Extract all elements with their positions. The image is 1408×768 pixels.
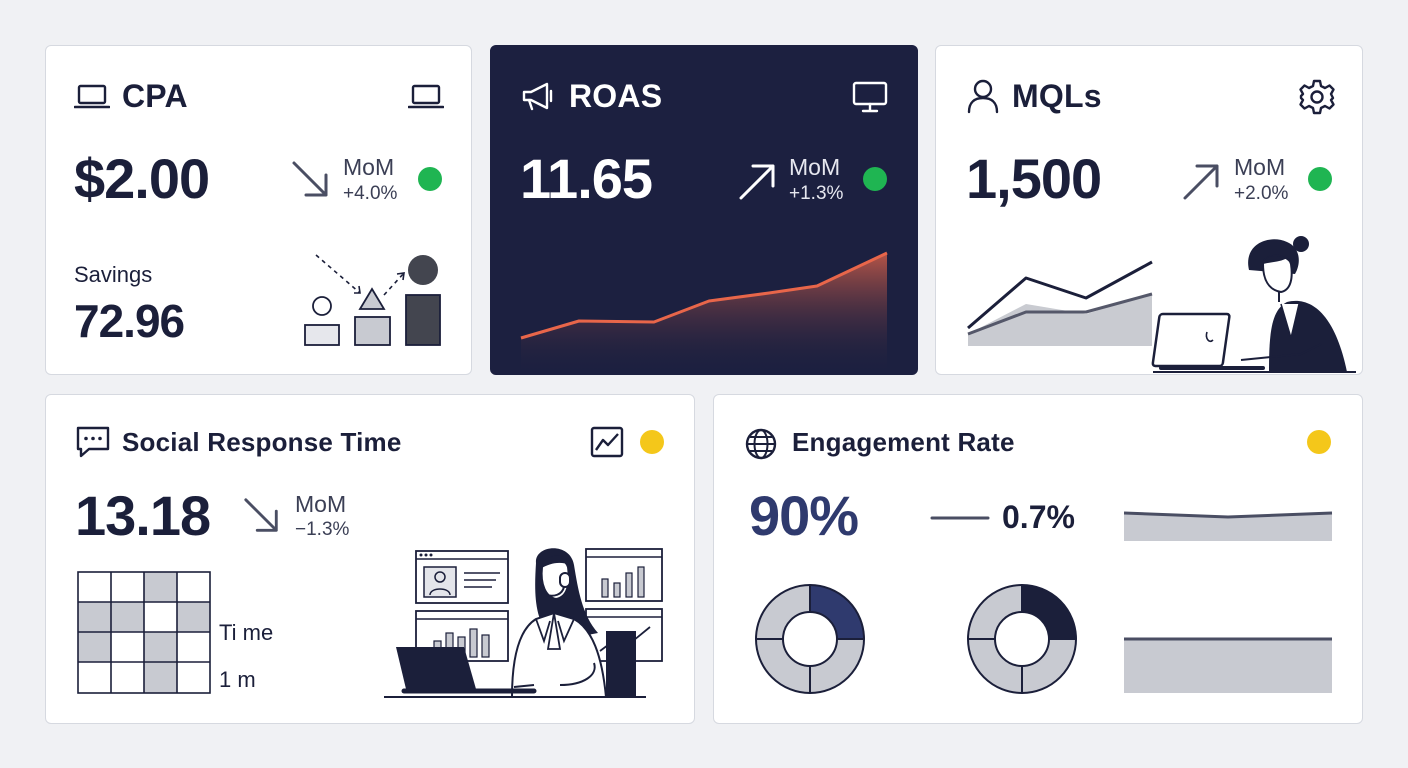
grid-label-minute: 1 m	[219, 667, 256, 692]
metric-value: 13.18	[75, 484, 211, 547]
card-title: ROAS	[569, 78, 663, 114]
savings-value: 72.96	[74, 295, 185, 347]
trend-chart-icon[interactable]	[590, 426, 624, 458]
engagement-sparkline-2	[1124, 635, 1334, 695]
laptop-icon[interactable]	[408, 83, 444, 111]
arrow-down-right-icon	[242, 496, 282, 536]
arrow-up-right-icon	[737, 160, 779, 202]
flat-trend-icon	[930, 514, 990, 522]
card-title: CPA	[122, 78, 188, 114]
mom-value: +1.3%	[789, 183, 844, 204]
grid-label-time: Ti me	[219, 620, 274, 645]
monitor-icon[interactable]	[851, 80, 889, 114]
status-dot-green	[863, 167, 887, 191]
chat-icon	[75, 425, 111, 459]
metric-value: 11.65	[520, 147, 653, 210]
card-title: Engagement Rate	[792, 427, 1015, 457]
metric-value: 1,500	[966, 147, 1102, 210]
roas-card[interactable]: ROAS 11.65 MoM +1.3%	[490, 45, 918, 375]
donut-chart-1	[754, 583, 866, 695]
engagement-rate-card[interactable]: Engagement Rate 90% 0.7%	[713, 394, 1363, 724]
megaphone-icon	[520, 81, 556, 113]
arrow-up-right-icon	[1181, 160, 1223, 202]
response-time-grid	[77, 571, 211, 695]
gear-icon[interactable]	[1298, 78, 1336, 116]
mom-value: +4.0%	[343, 183, 398, 204]
mqls-area-chart	[966, 256, 1156, 348]
support-agent-illustration	[384, 545, 674, 701]
globe-icon	[744, 427, 778, 461]
mom-value: +2.0%	[1234, 183, 1289, 204]
mqls-card[interactable]: MQLs 1,500 MoM +2.0%	[935, 45, 1363, 375]
metric-value: $2.00	[74, 147, 210, 210]
change-value: 0.7%	[1002, 499, 1075, 535]
mom-value: −1.3%	[295, 519, 350, 540]
status-dot-green	[418, 167, 442, 191]
cpa-card[interactable]: CPA $2.00 MoM +4.0% Savings 72.96	[45, 45, 472, 375]
mom-label: MoM	[295, 491, 347, 517]
woman-at-laptop-illustration	[1151, 234, 1361, 374]
status-dot-green	[1308, 167, 1332, 191]
laptop-icon	[74, 83, 110, 111]
roas-trend-sparkline	[519, 246, 891, 374]
donut-chart-2	[966, 583, 1078, 695]
status-dot-yellow	[640, 430, 664, 454]
engagement-sparkline-1	[1124, 507, 1334, 543]
mom-label: MoM	[1234, 154, 1286, 180]
status-dot-yellow	[1307, 430, 1331, 454]
savings-label: Savings	[74, 262, 153, 287]
social-response-card[interactable]: Social Response Time 13.18 MoM −1.3% Ti …	[45, 394, 695, 724]
user-icon	[966, 78, 1000, 114]
arrow-down-right-icon	[290, 159, 332, 201]
mom-label: MoM	[789, 154, 841, 180]
card-title: MQLs	[1012, 78, 1102, 114]
metric-value: 90%	[749, 484, 859, 547]
card-title: Social Response Time	[122, 427, 402, 457]
growth-steps-illustration	[302, 251, 448, 351]
mom-label: MoM	[343, 154, 395, 180]
